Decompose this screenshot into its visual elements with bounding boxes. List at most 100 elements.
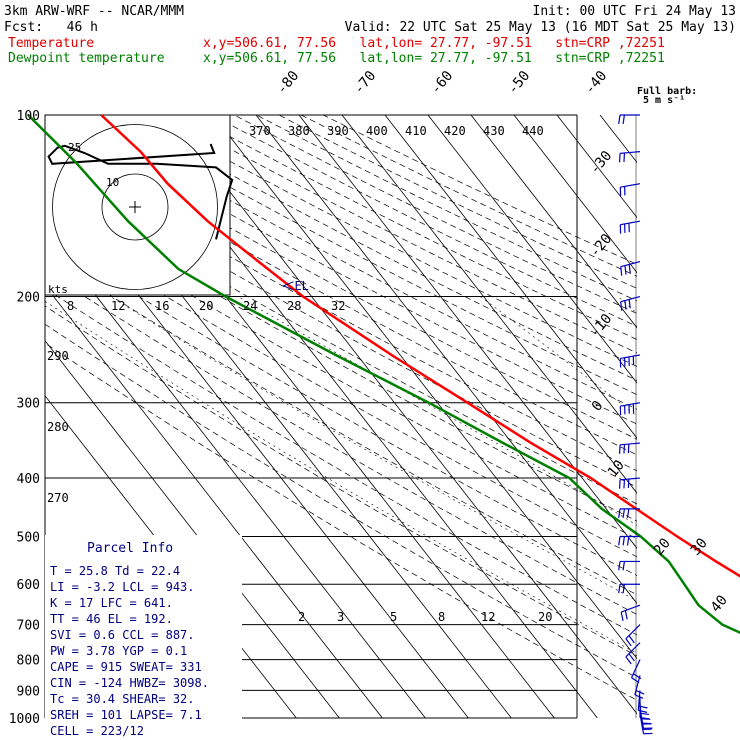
wind-barb xyxy=(618,114,640,124)
parcel-info-row: SVI = 0.6 CCL = 887. xyxy=(50,628,195,642)
wind-barb xyxy=(619,183,641,197)
wind-barb xyxy=(619,220,641,234)
theta-e-label: 420 xyxy=(444,124,466,138)
pressure-tick-label: 900 xyxy=(17,684,40,699)
dry-adiabat xyxy=(122,115,637,381)
dry-adiabat xyxy=(300,115,637,277)
temperature-legend: Temperature xyxy=(8,36,95,51)
moist-adiabat xyxy=(709,297,740,719)
mixing-ratio-label: 3 xyxy=(337,610,344,624)
wind-barb xyxy=(639,697,649,720)
barb-staff xyxy=(625,624,641,640)
isotherm xyxy=(212,115,637,660)
dry-adiabat xyxy=(45,270,637,615)
dry-adiabat xyxy=(45,237,637,576)
valid-time: Valid: 22 UTC Sat 25 May 13 (16 MDT Sat … xyxy=(344,20,736,35)
marker-label-el: EL xyxy=(294,279,308,293)
dry-adiabat xyxy=(323,115,637,265)
barb-flag xyxy=(639,712,649,716)
wind-legend: Full barb: 5 m s⁻¹ xyxy=(637,86,697,106)
barb-flag xyxy=(626,536,630,546)
isotherm xyxy=(169,115,637,715)
theta-e-label: 390 xyxy=(327,124,349,138)
pressure-tick-label: 400 xyxy=(17,472,40,487)
mixing-ratio-label: 12 xyxy=(481,610,495,624)
theta-label: 270 xyxy=(47,491,69,505)
barb-flag xyxy=(618,508,621,518)
diagram-grid xyxy=(44,114,740,719)
mixing-ratio-label: 20 xyxy=(538,610,552,624)
forecast-hour: Fcst: 46 h xyxy=(4,20,98,35)
wind-barbs xyxy=(618,114,653,735)
hodograph-axis-label: 20 xyxy=(199,299,213,313)
barb-flag xyxy=(618,114,621,124)
barb-flag xyxy=(635,689,645,695)
theta-e-label: 400 xyxy=(366,124,388,138)
pressure-tick-label: 800 xyxy=(17,654,40,669)
dry-adiabat xyxy=(45,162,637,488)
parcel-info-row: SREH = 101 LAPSE= 7.1 xyxy=(50,708,202,722)
dry-adiabat xyxy=(45,121,637,440)
barb-staff xyxy=(620,477,641,481)
barb-flag xyxy=(622,508,625,518)
pressure-tick-label: 700 xyxy=(17,619,40,634)
isotherm-label: -20 xyxy=(587,231,616,261)
isotherm-label: -30 xyxy=(587,148,616,178)
barb-flag xyxy=(631,677,640,684)
parcel-info-row: CELL = 223/12 xyxy=(50,724,144,738)
barb-staff xyxy=(620,220,641,226)
barb-staff xyxy=(637,690,641,711)
barb-flag xyxy=(620,266,623,276)
barb-flag xyxy=(620,611,624,621)
model-title: 3km ARW-WRF -- NCAR/MMM xyxy=(4,4,185,19)
barb-flag xyxy=(639,716,649,720)
barb-flag xyxy=(622,561,625,571)
isotherm xyxy=(45,284,383,718)
wind-barb xyxy=(618,583,640,594)
barb-flag xyxy=(626,508,630,518)
moist-adiabat xyxy=(237,296,637,526)
level-markers: ELLFCCCLLCL xyxy=(282,279,309,293)
theta-label: 290 xyxy=(47,349,69,363)
barb-staff xyxy=(634,675,641,695)
mixing-ratio-label: 8 xyxy=(438,610,445,624)
isotherm-label: -70 xyxy=(351,68,380,98)
barb-flag xyxy=(638,705,648,709)
barb-flag xyxy=(624,265,627,275)
isotherm xyxy=(298,115,637,549)
isotherm xyxy=(45,229,426,718)
pressure-tick-label: 100 xyxy=(17,109,40,124)
barb-flag xyxy=(622,536,625,546)
marker-arrow-el xyxy=(282,281,294,291)
isotherm xyxy=(599,115,637,164)
isotherm-label: 0 xyxy=(589,398,607,415)
dewpoint-legend: Dewpoint temperature xyxy=(8,51,165,66)
barb-staff xyxy=(620,402,641,407)
barb-flag xyxy=(624,610,628,620)
barb-flag xyxy=(622,114,625,124)
isotherm xyxy=(384,115,637,439)
moist-adiabat xyxy=(110,296,637,602)
isotherm xyxy=(513,115,637,274)
barb-flag xyxy=(628,653,635,662)
hodograph-trace xyxy=(47,143,234,240)
isotherm-label: -10 xyxy=(587,311,616,341)
wind-barb xyxy=(618,442,641,454)
hodograph-axis-label: 32 xyxy=(331,299,345,313)
parcel-info-row: K = 17 LFC = 641. xyxy=(50,596,173,610)
barb-flag xyxy=(628,635,635,644)
parcel-info-row: CAPE = 915 SWEAT= 331 xyxy=(50,660,202,674)
barb-flag xyxy=(624,300,627,310)
barb-staff xyxy=(620,442,641,446)
hodograph-ring-label: 10 xyxy=(106,176,119,189)
parcel-info-row: T = 25.8 Td = 22.4 xyxy=(50,564,180,578)
wind-barb xyxy=(619,402,641,416)
theta-e-label: 370 xyxy=(249,124,271,138)
barb-staff xyxy=(625,642,641,658)
pressure-tick-label: 1000 xyxy=(9,712,40,727)
wind-barb xyxy=(618,151,641,163)
wind-barb xyxy=(625,642,641,665)
theta-label: 280 xyxy=(47,420,69,434)
dewpoint-location: x,y=506.61, 77.56 lat,lon= 27.77, -97.51… xyxy=(203,51,665,66)
hodograph-unit: kts xyxy=(48,283,68,296)
